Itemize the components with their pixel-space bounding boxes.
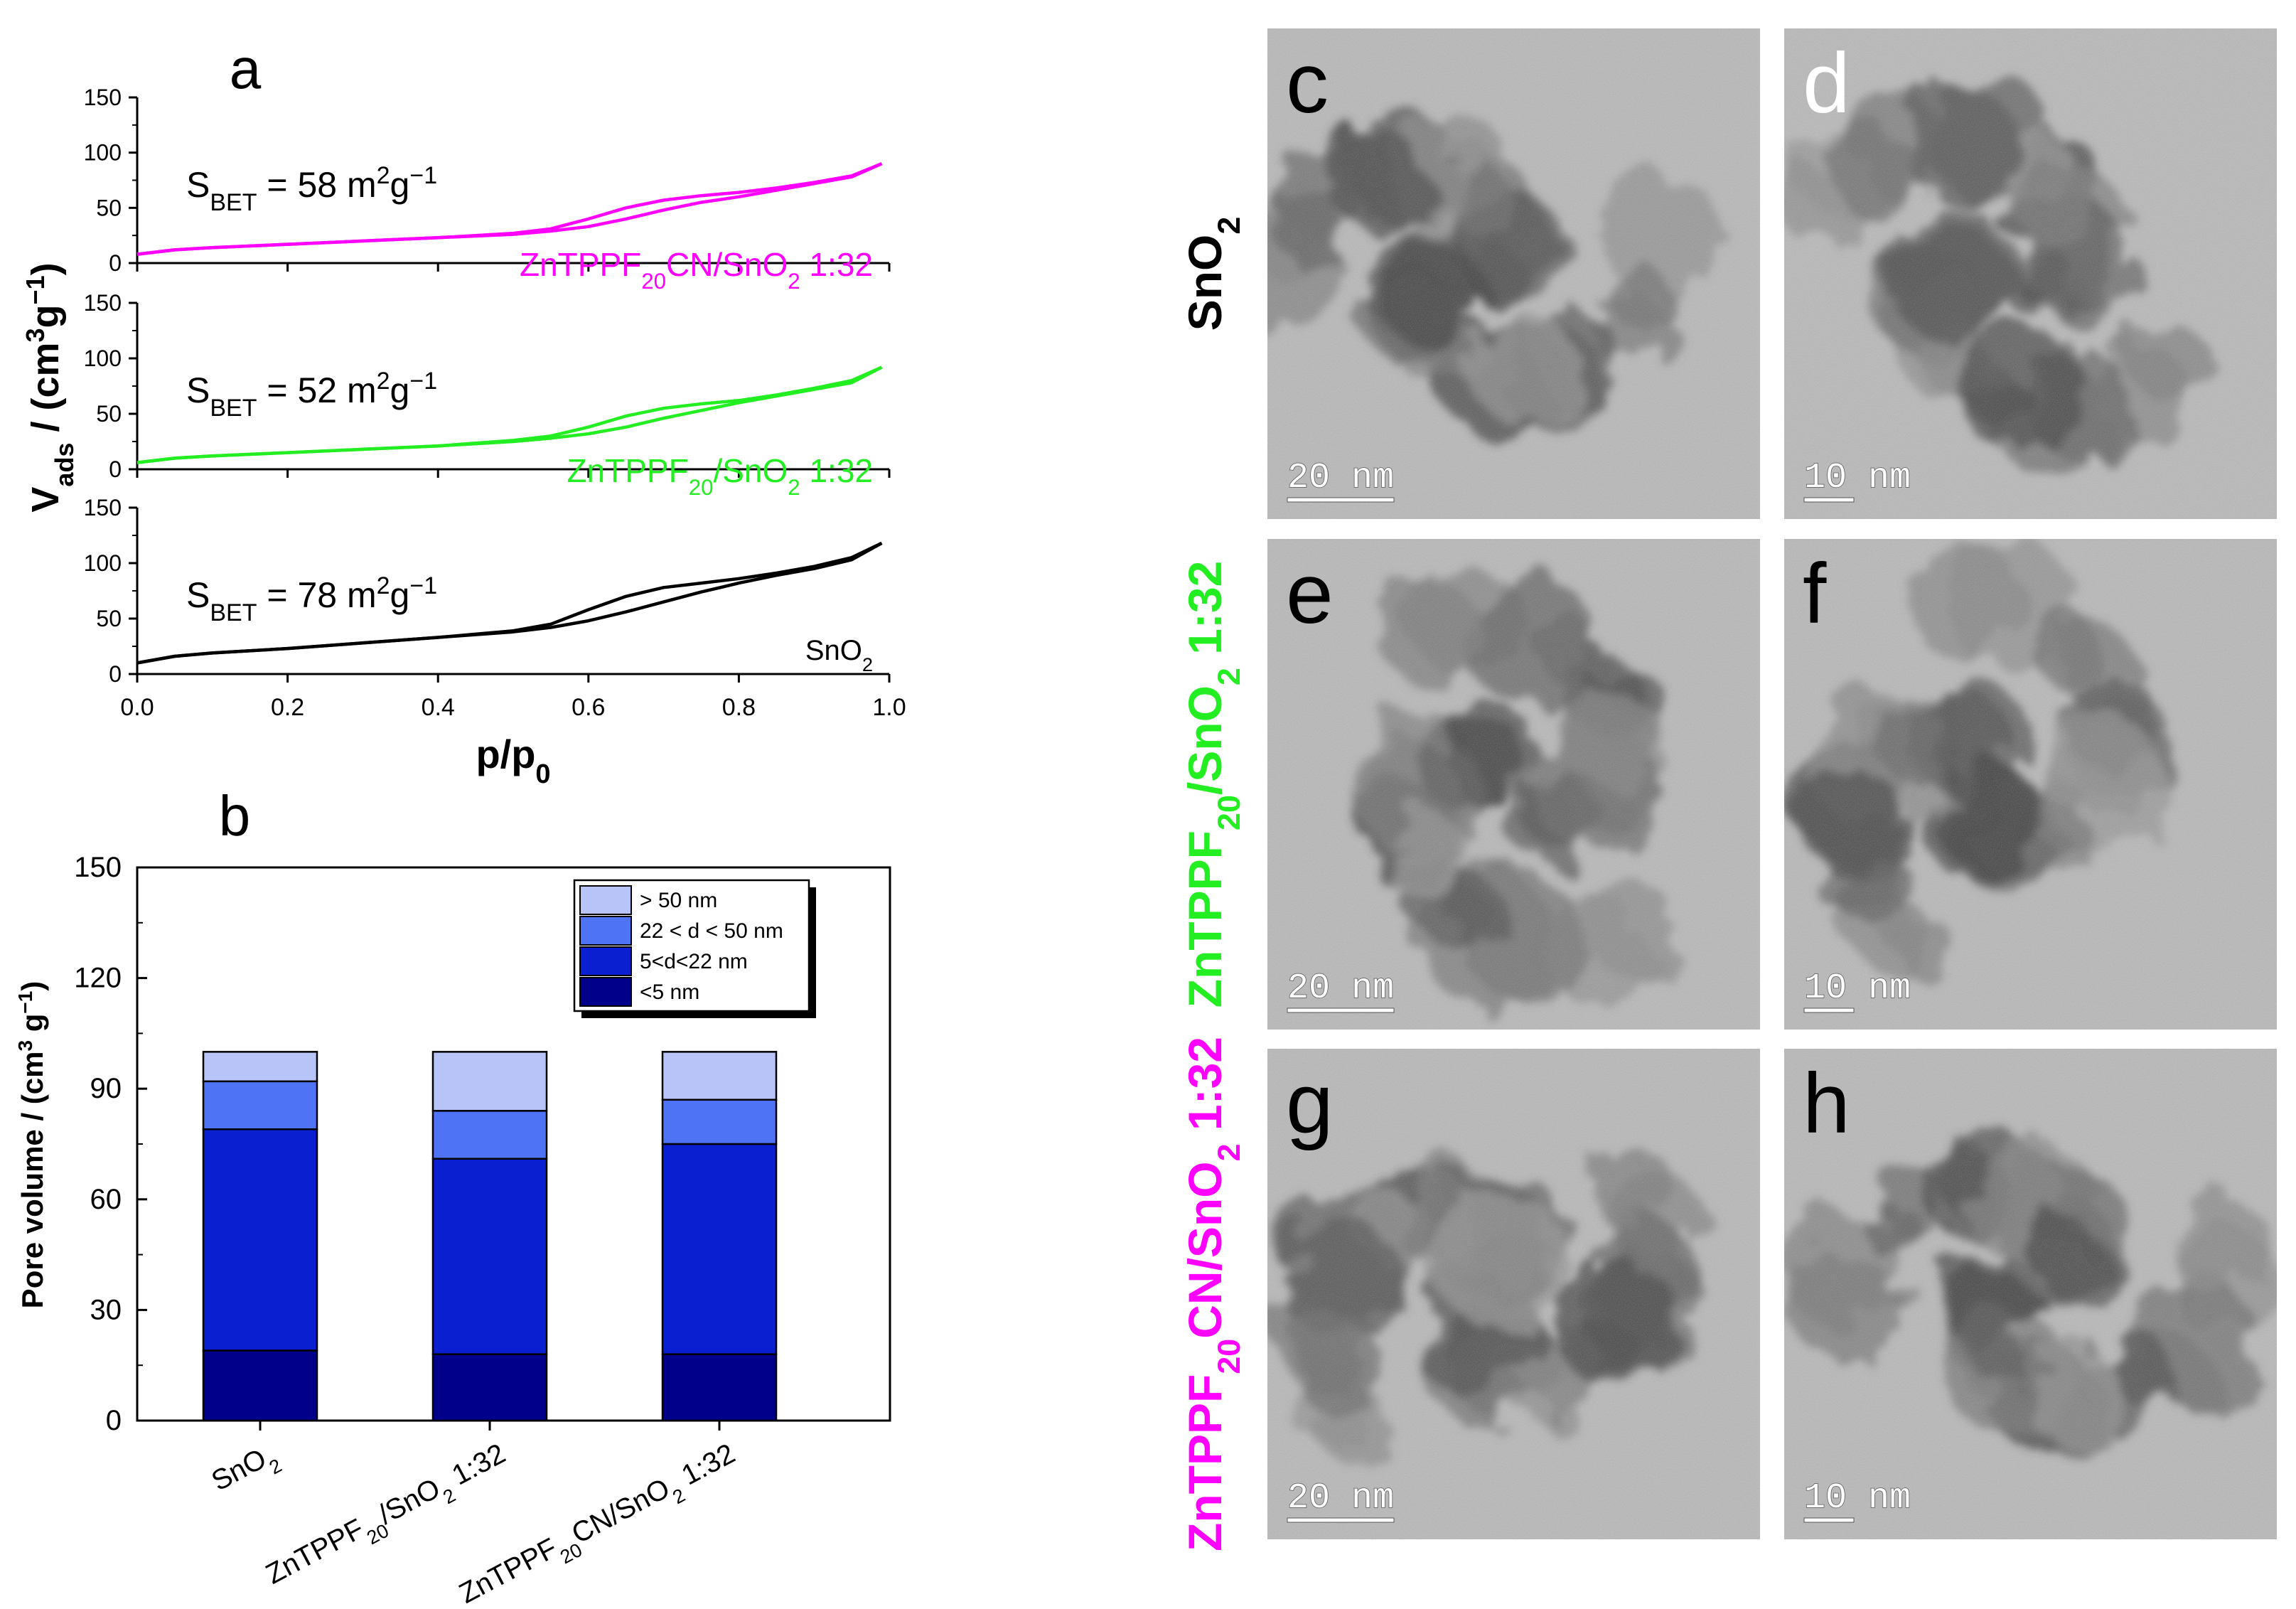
bar-segment [202,1128,318,1352]
y-tick-label: 0 [109,456,122,482]
y-tick-label: 100 [84,550,122,576]
tem-panel-h: h 10 nm [1784,1049,2277,1539]
legend-swatch [579,946,632,976]
tem-noise [1784,1049,2277,1539]
scale-bar-label: 10 nm [1804,968,1911,1009]
scale-bar [1803,1007,1855,1013]
tem-panel-f: f 10 nm [1784,539,2277,1030]
bar-segment [661,1143,778,1355]
panel-letter-b: b [219,784,251,848]
scale-bar-label: 20 nm [1287,1478,1394,1519]
tem-letter-d: d [1803,36,1850,131]
bet-label-2: SBET = 52 m2g−1 [186,368,437,422]
tem-letter-g: g [1286,1056,1334,1151]
tem-noise [1784,539,2277,1030]
bar-segment [431,1353,548,1422]
bar-segment [431,1051,548,1112]
tem-letter-e: e [1286,546,1334,641]
legend-swatch [579,977,632,1007]
legend-label: > 50 nm [640,889,717,912]
scale-bar-label: 10 nm [1804,1478,1911,1519]
legend-label: <5 nm [640,980,699,1004]
bet-label-1: SBET = 58 m2g−1 [186,162,437,216]
x-tick-label: 0.4 [422,694,455,721]
tem-noise [1267,28,1760,519]
y-tick-label: 120 [74,963,122,994]
series-label-3: SnO2 [805,635,873,675]
y-tick-label: 150 [74,852,122,883]
tem-image-grid: SnO2 ZnTPPF20/SnO2 1:32 ZnTPPF20CN/SnO2 1:… [1179,28,2277,1551]
tem-row-label-3: ZnTPPF20CN/SnO2 1:32 [1179,1037,1247,1551]
category-label: SnO2 [207,1438,286,1505]
bar-segment [661,1098,778,1145]
desorption-branch-1 [136,162,883,256]
desorption-branch-2 [136,365,883,464]
bet-label-3: SBET = 78 m2g−1 [186,572,437,626]
x-tick-label: 0.8 [722,694,756,721]
bar-segment [661,1353,778,1422]
y-tick-label: 60 [90,1184,122,1215]
scale-bar [1287,1517,1395,1523]
tem-letter-h: h [1803,1056,1850,1151]
tem-row-label-1: SnO2 [1179,217,1247,331]
tem-noise [1267,1049,1760,1539]
legend-label: 5<d<22 nm [640,950,748,973]
scale-bar [1803,1517,1855,1523]
y-axis-label-b: Pore volume / (cm3 g−1) [14,981,50,1309]
series-label-1: ZnTPPF20CN/SnO2 1:32 [520,246,873,294]
y-axis-label: Vads / (cm3g−1) [21,262,79,512]
scale-bar [1287,497,1395,503]
y-tick-label: 50 [96,606,122,631]
tem-row-label-2: ZnTPPF20/SnO2 1:32 [1179,561,1247,1008]
tem-letter-c: c [1286,36,1329,131]
panel-letter-a: a [230,37,262,100]
x-axis-label: p/p0 [476,732,550,789]
series-label-2: ZnTPPF20/SnO2 1:32 [567,452,873,500]
panel-a-isotherms: a 0 50 100 150 SBET = 58 m2g−1 ZnTPPF20CN/SnO2… [21,37,906,789]
x-tick-label: 0.6 [572,694,605,721]
y-tick-label: 90 [90,1073,122,1104]
y-tick-label: 50 [96,195,122,220]
tem-panel-g: g 20 nm [1267,1049,1760,1539]
bar-segment [202,1349,318,1422]
tem-panel-d: d 10 nm [1784,28,2277,519]
bar-segment [661,1051,778,1101]
y-tick-label: 30 [90,1294,122,1325]
y-tick-label: 0 [106,1405,122,1436]
legend-swatch [579,916,632,946]
y-tick-label: 0 [109,250,122,276]
x-tick-label: 0.0 [120,694,154,721]
y-tick-label: 100 [84,140,122,166]
bar-segment [202,1080,318,1130]
tem-panel-e: e 20 nm [1267,539,1760,1030]
bar-segment [431,1158,548,1355]
y-tick-label: 50 [96,401,122,427]
scale-bar-label: 20 nm [1287,458,1394,498]
y-tick-label: 150 [84,85,122,110]
x-tick-label: 0.2 [271,694,304,721]
scale-bar-label: 20 nm [1287,968,1394,1009]
scale-bar-label: 10 nm [1804,458,1911,498]
scale-bar [1287,1007,1395,1013]
y-tick-label: 100 [84,346,122,371]
legend-swatch [579,885,632,915]
bar-segment [431,1110,548,1160]
scale-bar [1803,497,1855,503]
bar-segment [202,1051,318,1083]
x-tick-label: 1.0 [872,694,906,721]
legend-label: 22 < d < 50 nm [640,919,783,943]
tem-letter-f: f [1803,546,1827,641]
tem-noise [1784,28,2277,519]
y-tick-label: 0 [109,661,122,687]
desorption-branch-3 [136,541,883,665]
tem-noise [1267,539,1760,1030]
tem-panel-c: c 20 nm [1267,28,1760,519]
y-tick-label: 150 [84,495,122,520]
y-tick-label: 150 [84,290,122,316]
